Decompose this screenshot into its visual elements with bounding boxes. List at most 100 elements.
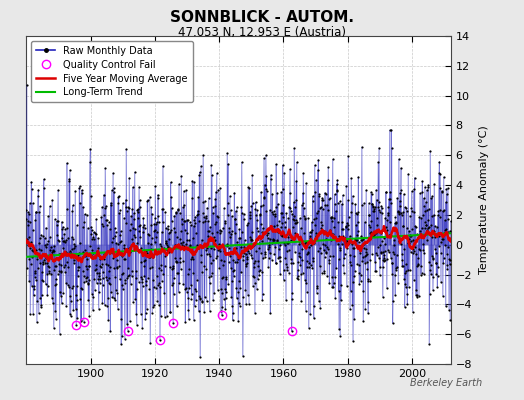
Point: [394, 209, 402, 215]
Point: [318, 222, 326, 228]
Point: [196, 258, 205, 265]
Point: [147, 204, 155, 210]
Point: [31, 270, 39, 276]
Point: [268, 208, 276, 215]
Point: [229, 257, 237, 263]
Point: [424, 217, 432, 224]
Point: [25, 256, 34, 262]
Point: [69, 307, 78, 314]
Point: [248, 237, 257, 243]
Point: [254, 228, 262, 234]
Point: [321, 190, 329, 196]
Point: [247, 252, 255, 259]
Point: [436, 250, 445, 256]
Point: [173, 259, 182, 265]
Point: [282, 248, 291, 254]
Point: [60, 264, 68, 270]
Point: [96, 262, 104, 269]
Point: [65, 178, 73, 184]
Point: [264, 264, 272, 270]
Point: [398, 263, 406, 269]
Point: [235, 278, 243, 285]
Point: [280, 219, 289, 226]
Point: [266, 250, 274, 256]
Point: [95, 270, 104, 276]
Point: [49, 248, 58, 254]
Point: [356, 277, 365, 284]
Point: [123, 321, 131, 327]
Point: [217, 256, 225, 263]
Point: [105, 281, 114, 287]
Point: [64, 250, 73, 256]
Point: [372, 230, 380, 236]
Point: [269, 211, 277, 217]
Point: [412, 251, 420, 257]
Point: [226, 252, 234, 259]
Point: [119, 270, 127, 276]
Point: [163, 242, 171, 248]
Point: [223, 150, 232, 156]
Point: [443, 191, 451, 197]
Point: [145, 254, 153, 260]
Point: [119, 286, 127, 292]
Point: [375, 145, 383, 151]
Point: [134, 278, 143, 285]
Point: [336, 234, 345, 240]
Point: [222, 289, 231, 296]
Point: [329, 284, 337, 290]
Point: [374, 254, 383, 261]
Point: [195, 172, 204, 179]
Point: [137, 274, 145, 280]
Point: [308, 193, 316, 200]
Point: [350, 316, 358, 322]
Point: [158, 206, 167, 212]
Point: [393, 195, 401, 202]
Point: [54, 237, 62, 243]
Point: [347, 175, 356, 182]
Point: [385, 249, 393, 255]
Point: [229, 310, 237, 316]
Point: [276, 254, 284, 260]
Point: [152, 284, 160, 291]
Point: [175, 180, 183, 187]
Point: [214, 186, 223, 193]
Point: [166, 264, 174, 271]
Point: [233, 259, 242, 266]
Point: [154, 281, 162, 288]
Point: [72, 222, 81, 228]
Point: [191, 286, 199, 293]
Point: [446, 317, 454, 323]
Point: [187, 256, 195, 262]
Point: [433, 212, 442, 219]
Point: [103, 222, 112, 228]
Point: [162, 313, 171, 319]
Point: [260, 182, 269, 188]
Point: [346, 262, 355, 268]
Point: [163, 247, 171, 254]
Point: [107, 187, 116, 194]
Point: [69, 202, 77, 209]
Point: [130, 232, 138, 238]
Point: [412, 287, 421, 294]
Point: [195, 218, 203, 224]
Point: [198, 269, 206, 276]
Point: [119, 245, 128, 251]
Point: [46, 234, 54, 240]
Point: [390, 242, 398, 248]
Point: [180, 242, 188, 249]
Point: [152, 229, 161, 235]
Point: [80, 273, 88, 279]
Point: [167, 226, 175, 233]
Point: [339, 226, 347, 232]
Point: [171, 209, 180, 215]
Point: [132, 275, 140, 281]
Point: [226, 207, 235, 214]
Point: [303, 249, 312, 256]
Point: [403, 301, 411, 307]
Point: [31, 209, 40, 215]
Point: [260, 253, 269, 260]
Point: [62, 280, 70, 286]
Point: [300, 240, 309, 246]
Point: [148, 310, 157, 316]
Point: [118, 282, 126, 288]
